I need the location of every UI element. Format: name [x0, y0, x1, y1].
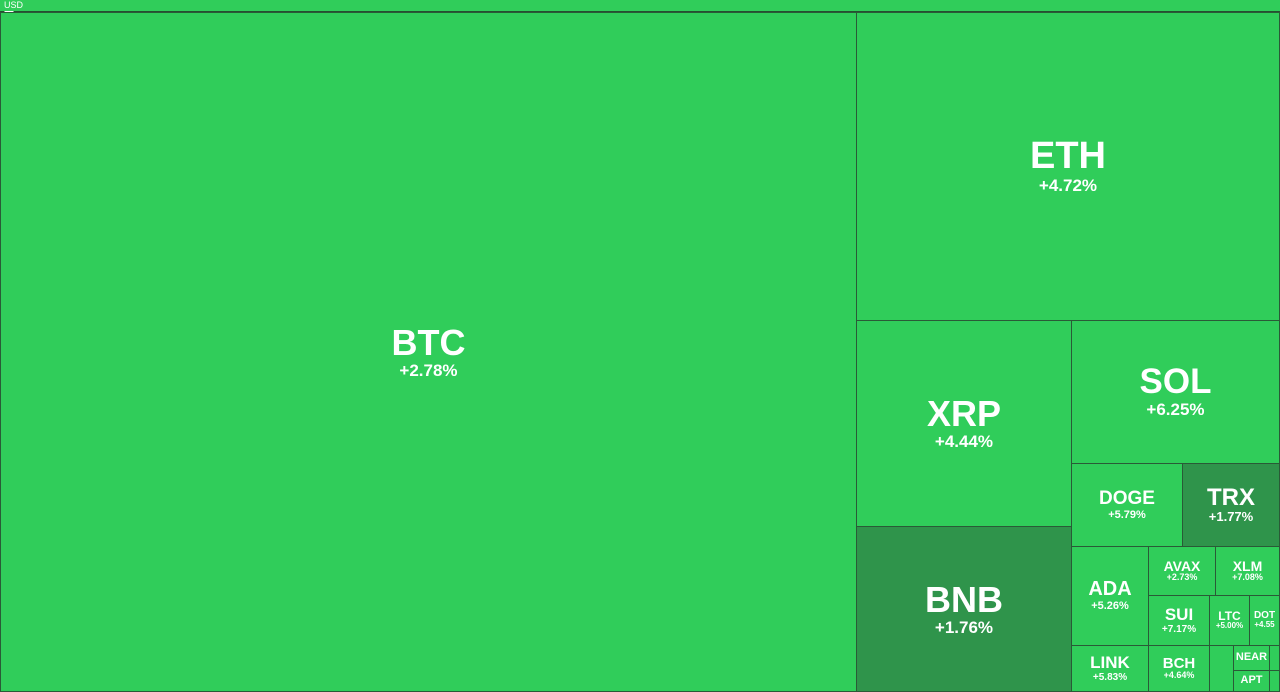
tile-bch[interactable]: BCH +4.64%: [1148, 645, 1210, 692]
tile-ada[interactable]: ADA +5.26%: [1071, 546, 1149, 646]
tile-change: +5.00%: [1215, 621, 1244, 631]
tile-symbol: AVAX: [1163, 557, 1201, 574]
tile-change: +4.55: [1254, 620, 1275, 630]
tile-symbol: NEAR: [1235, 651, 1268, 664]
tile-change: +4.44%: [934, 432, 994, 452]
tile-eth[interactable]: ETH +4.72%: [856, 12, 1280, 321]
tile-change: +6.25%: [1146, 400, 1205, 420]
tile-symbol: SOL: [1139, 362, 1212, 402]
tile-xrp[interactable]: XRP +4.44%: [856, 320, 1072, 527]
tile-symbol: TRX: [1207, 484, 1255, 512]
tile-change: +7.17%: [1161, 623, 1197, 635]
tile-btc[interactable]: BTC +2.78%: [0, 12, 857, 692]
tile-symbol: ETH: [1030, 135, 1106, 178]
tile-symbol: DOGE: [1099, 487, 1155, 509]
tile-bnb[interactable]: BNB +1.76%: [856, 526, 1072, 692]
tile-symbol: XLM: [1232, 557, 1263, 574]
tile-symbol: ADA: [1088, 578, 1132, 601]
tile-symbol: DOT: [1253, 609, 1276, 621]
tile-change: +2.78%: [399, 360, 458, 380]
tile-symbol: LTC: [1218, 608, 1241, 623]
tile-apt[interactable]: APT: [1233, 670, 1270, 692]
tile-xlm[interactable]: XLM +7.08%: [1215, 546, 1280, 596]
currency-header[interactable]: USD: [0, 0, 1280, 16]
tile-symbol: XRP: [926, 393, 1002, 435]
tile-change: +1.77%: [1208, 509, 1254, 525]
tile-near[interactable]: NEAR: [1233, 645, 1270, 671]
tile-change: +1.76%: [934, 617, 994, 637]
tile-sol[interactable]: SOL +6.25%: [1071, 320, 1280, 464]
tile-change: +5.26%: [1091, 600, 1129, 613]
tile-avax[interactable]: AVAX +2.73%: [1148, 546, 1216, 596]
tile-symbol: BNB: [925, 578, 1003, 620]
tile-change: +2.73%: [1166, 572, 1198, 583]
currency-label: USD: [4, 0, 24, 10]
tile-trx[interactable]: TRX +1.77%: [1182, 463, 1280, 547]
tile-change: +5.79%: [1108, 508, 1146, 521]
tile-symbol: BCH: [1162, 654, 1196, 672]
tile-change: +7.08%: [1232, 572, 1263, 583]
tile-unlabeled[interactable]: [1209, 645, 1234, 692]
tile-dot[interactable]: DOT +4.55: [1249, 595, 1280, 646]
tile-ltc[interactable]: LTC +5.00%: [1209, 595, 1250, 646]
tile-unlabeled[interactable]: [1269, 645, 1280, 671]
tile-symbol: LINK: [1090, 653, 1130, 673]
tile-symbol: BTC: [391, 321, 466, 363]
tile-symbol: APT: [1240, 674, 1263, 687]
tile-unlabeled[interactable]: [1269, 670, 1280, 692]
tile-symbol: SUI: [1164, 605, 1194, 625]
tile-sui[interactable]: SUI +7.17%: [1148, 595, 1210, 646]
tile-doge[interactable]: DOGE +5.79%: [1071, 463, 1183, 547]
tile-change: +4.72%: [1038, 176, 1098, 196]
tile-link[interactable]: LINK +5.83%: [1071, 645, 1149, 692]
tile-change: +5.83%: [1092, 671, 1128, 683]
tile-change: +4.64%: [1163, 670, 1195, 681]
